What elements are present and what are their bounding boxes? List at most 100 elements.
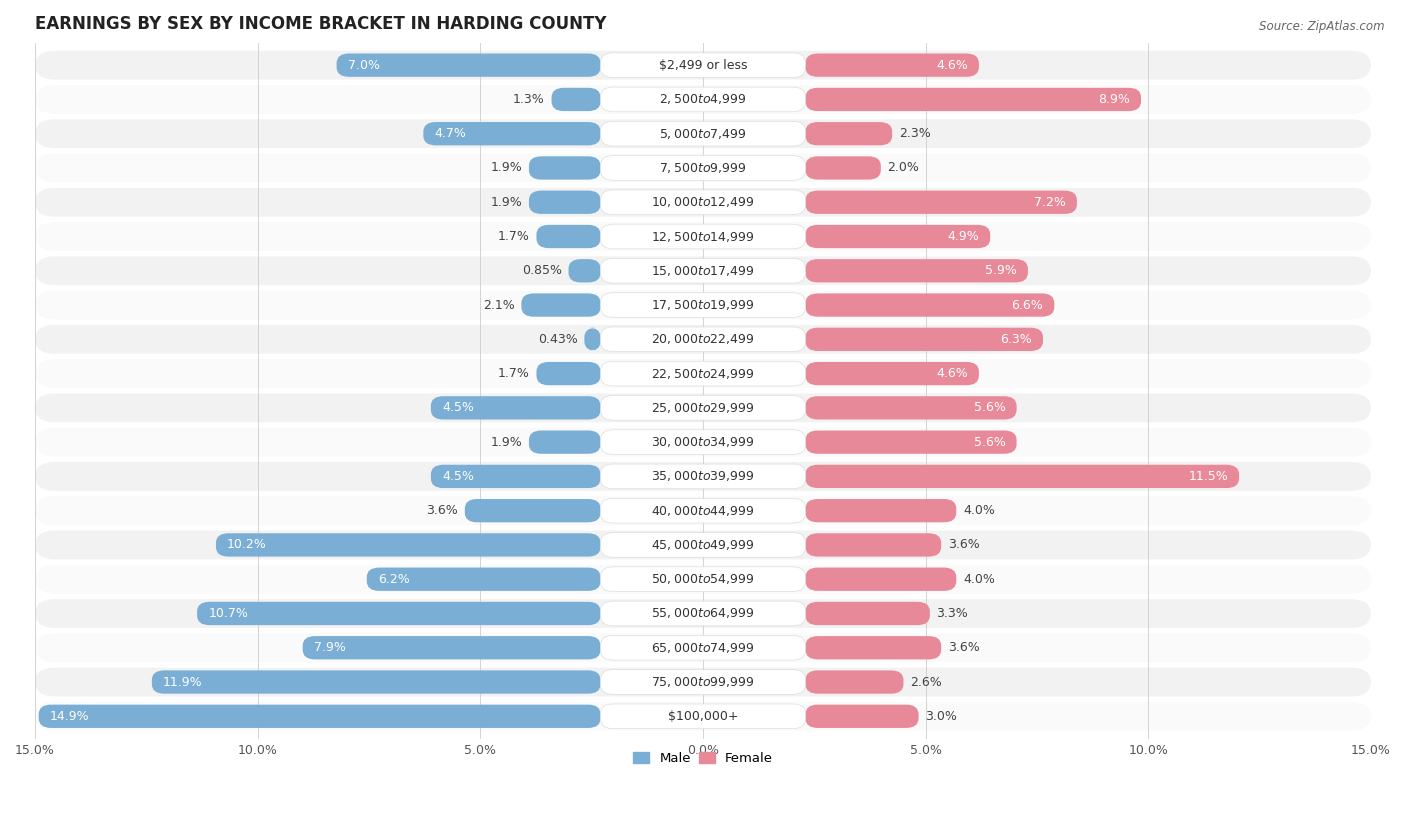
Text: $45,000 to $49,999: $45,000 to $49,999 — [651, 538, 755, 552]
Text: 5.6%: 5.6% — [973, 401, 1005, 414]
FancyBboxPatch shape — [806, 362, 979, 385]
FancyBboxPatch shape — [600, 670, 806, 694]
Text: 1.7%: 1.7% — [498, 367, 530, 380]
FancyBboxPatch shape — [600, 498, 806, 523]
Text: 5.6%: 5.6% — [973, 435, 1005, 449]
FancyBboxPatch shape — [600, 704, 806, 729]
FancyBboxPatch shape — [806, 671, 904, 694]
FancyBboxPatch shape — [806, 499, 956, 523]
Text: 2.3%: 2.3% — [898, 127, 931, 140]
FancyBboxPatch shape — [600, 190, 806, 215]
FancyBboxPatch shape — [35, 50, 1371, 80]
FancyBboxPatch shape — [806, 54, 979, 77]
FancyBboxPatch shape — [600, 224, 806, 249]
Text: 4.5%: 4.5% — [441, 470, 474, 483]
FancyBboxPatch shape — [35, 222, 1371, 251]
Text: 11.9%: 11.9% — [163, 676, 202, 689]
Text: $22,500 to $24,999: $22,500 to $24,999 — [651, 366, 755, 381]
FancyBboxPatch shape — [806, 259, 1028, 282]
FancyBboxPatch shape — [336, 54, 600, 77]
Text: 8.9%: 8.9% — [1098, 93, 1130, 106]
Text: 2.1%: 2.1% — [482, 299, 515, 312]
Text: EARNINGS BY SEX BY INCOME BRACKET IN HARDING COUNTY: EARNINGS BY SEX BY INCOME BRACKET IN HAR… — [35, 15, 606, 33]
FancyBboxPatch shape — [430, 465, 600, 488]
Text: 3.3%: 3.3% — [936, 607, 969, 620]
Text: 4.0%: 4.0% — [963, 573, 995, 586]
Text: 11.5%: 11.5% — [1188, 470, 1227, 483]
Text: $12,500 to $14,999: $12,500 to $14,999 — [651, 230, 755, 243]
Text: 2.0%: 2.0% — [887, 161, 920, 174]
FancyBboxPatch shape — [35, 702, 1371, 731]
FancyBboxPatch shape — [806, 122, 893, 146]
Text: 3.6%: 3.6% — [948, 538, 980, 551]
FancyBboxPatch shape — [600, 327, 806, 352]
Text: 3.6%: 3.6% — [948, 641, 980, 654]
Text: 1.9%: 1.9% — [491, 195, 522, 208]
FancyBboxPatch shape — [35, 154, 1371, 182]
FancyBboxPatch shape — [806, 156, 880, 180]
FancyBboxPatch shape — [302, 636, 600, 659]
Text: $20,000 to $22,499: $20,000 to $22,499 — [651, 332, 755, 346]
FancyBboxPatch shape — [806, 567, 956, 591]
Text: 2.6%: 2.6% — [910, 676, 942, 689]
Text: 4.0%: 4.0% — [963, 504, 995, 517]
FancyBboxPatch shape — [806, 705, 918, 728]
Text: 4.5%: 4.5% — [441, 401, 474, 414]
FancyBboxPatch shape — [551, 88, 600, 111]
FancyBboxPatch shape — [600, 53, 806, 77]
FancyBboxPatch shape — [35, 633, 1371, 662]
Text: 3.0%: 3.0% — [925, 710, 957, 723]
Text: $35,000 to $39,999: $35,000 to $39,999 — [651, 470, 755, 484]
FancyBboxPatch shape — [35, 497, 1371, 525]
FancyBboxPatch shape — [600, 396, 806, 420]
Text: 1.3%: 1.3% — [513, 93, 546, 106]
FancyBboxPatch shape — [35, 427, 1371, 457]
FancyBboxPatch shape — [35, 85, 1371, 114]
FancyBboxPatch shape — [522, 293, 600, 317]
FancyBboxPatch shape — [537, 225, 600, 248]
FancyBboxPatch shape — [529, 190, 600, 214]
Text: 5.9%: 5.9% — [986, 265, 1017, 278]
Text: 6.3%: 6.3% — [1000, 333, 1032, 346]
Text: 14.9%: 14.9% — [49, 710, 90, 723]
FancyBboxPatch shape — [35, 599, 1371, 628]
Text: 3.6%: 3.6% — [426, 504, 458, 517]
FancyBboxPatch shape — [600, 259, 806, 283]
FancyBboxPatch shape — [35, 120, 1371, 148]
FancyBboxPatch shape — [35, 291, 1371, 319]
FancyBboxPatch shape — [806, 328, 1043, 351]
Text: 0.85%: 0.85% — [522, 265, 562, 278]
FancyBboxPatch shape — [806, 636, 941, 659]
FancyBboxPatch shape — [35, 393, 1371, 422]
FancyBboxPatch shape — [600, 155, 806, 181]
Text: $25,000 to $29,999: $25,000 to $29,999 — [651, 400, 755, 415]
FancyBboxPatch shape — [430, 396, 600, 419]
Text: $30,000 to $34,999: $30,000 to $34,999 — [651, 435, 755, 449]
Text: $17,500 to $19,999: $17,500 to $19,999 — [651, 298, 755, 312]
FancyBboxPatch shape — [806, 190, 1077, 214]
FancyBboxPatch shape — [537, 362, 600, 385]
FancyBboxPatch shape — [600, 464, 806, 488]
FancyBboxPatch shape — [600, 87, 806, 112]
FancyBboxPatch shape — [600, 602, 806, 626]
Text: $50,000 to $54,999: $50,000 to $54,999 — [651, 572, 755, 586]
FancyBboxPatch shape — [806, 396, 1017, 419]
FancyBboxPatch shape — [600, 293, 806, 317]
FancyBboxPatch shape — [806, 602, 929, 625]
Text: 6.6%: 6.6% — [1011, 299, 1043, 312]
Text: 7.0%: 7.0% — [347, 59, 380, 72]
FancyBboxPatch shape — [35, 188, 1371, 217]
FancyBboxPatch shape — [600, 430, 806, 454]
Text: $5,000 to $7,499: $5,000 to $7,499 — [659, 127, 747, 141]
Text: $65,000 to $74,999: $65,000 to $74,999 — [651, 641, 755, 654]
FancyBboxPatch shape — [39, 705, 600, 728]
FancyBboxPatch shape — [806, 293, 1054, 317]
FancyBboxPatch shape — [806, 88, 1142, 111]
FancyBboxPatch shape — [600, 532, 806, 558]
Text: $2,500 to $4,999: $2,500 to $4,999 — [659, 93, 747, 107]
FancyBboxPatch shape — [367, 567, 600, 591]
FancyBboxPatch shape — [529, 156, 600, 180]
FancyBboxPatch shape — [35, 325, 1371, 354]
FancyBboxPatch shape — [152, 671, 600, 694]
FancyBboxPatch shape — [568, 259, 600, 282]
